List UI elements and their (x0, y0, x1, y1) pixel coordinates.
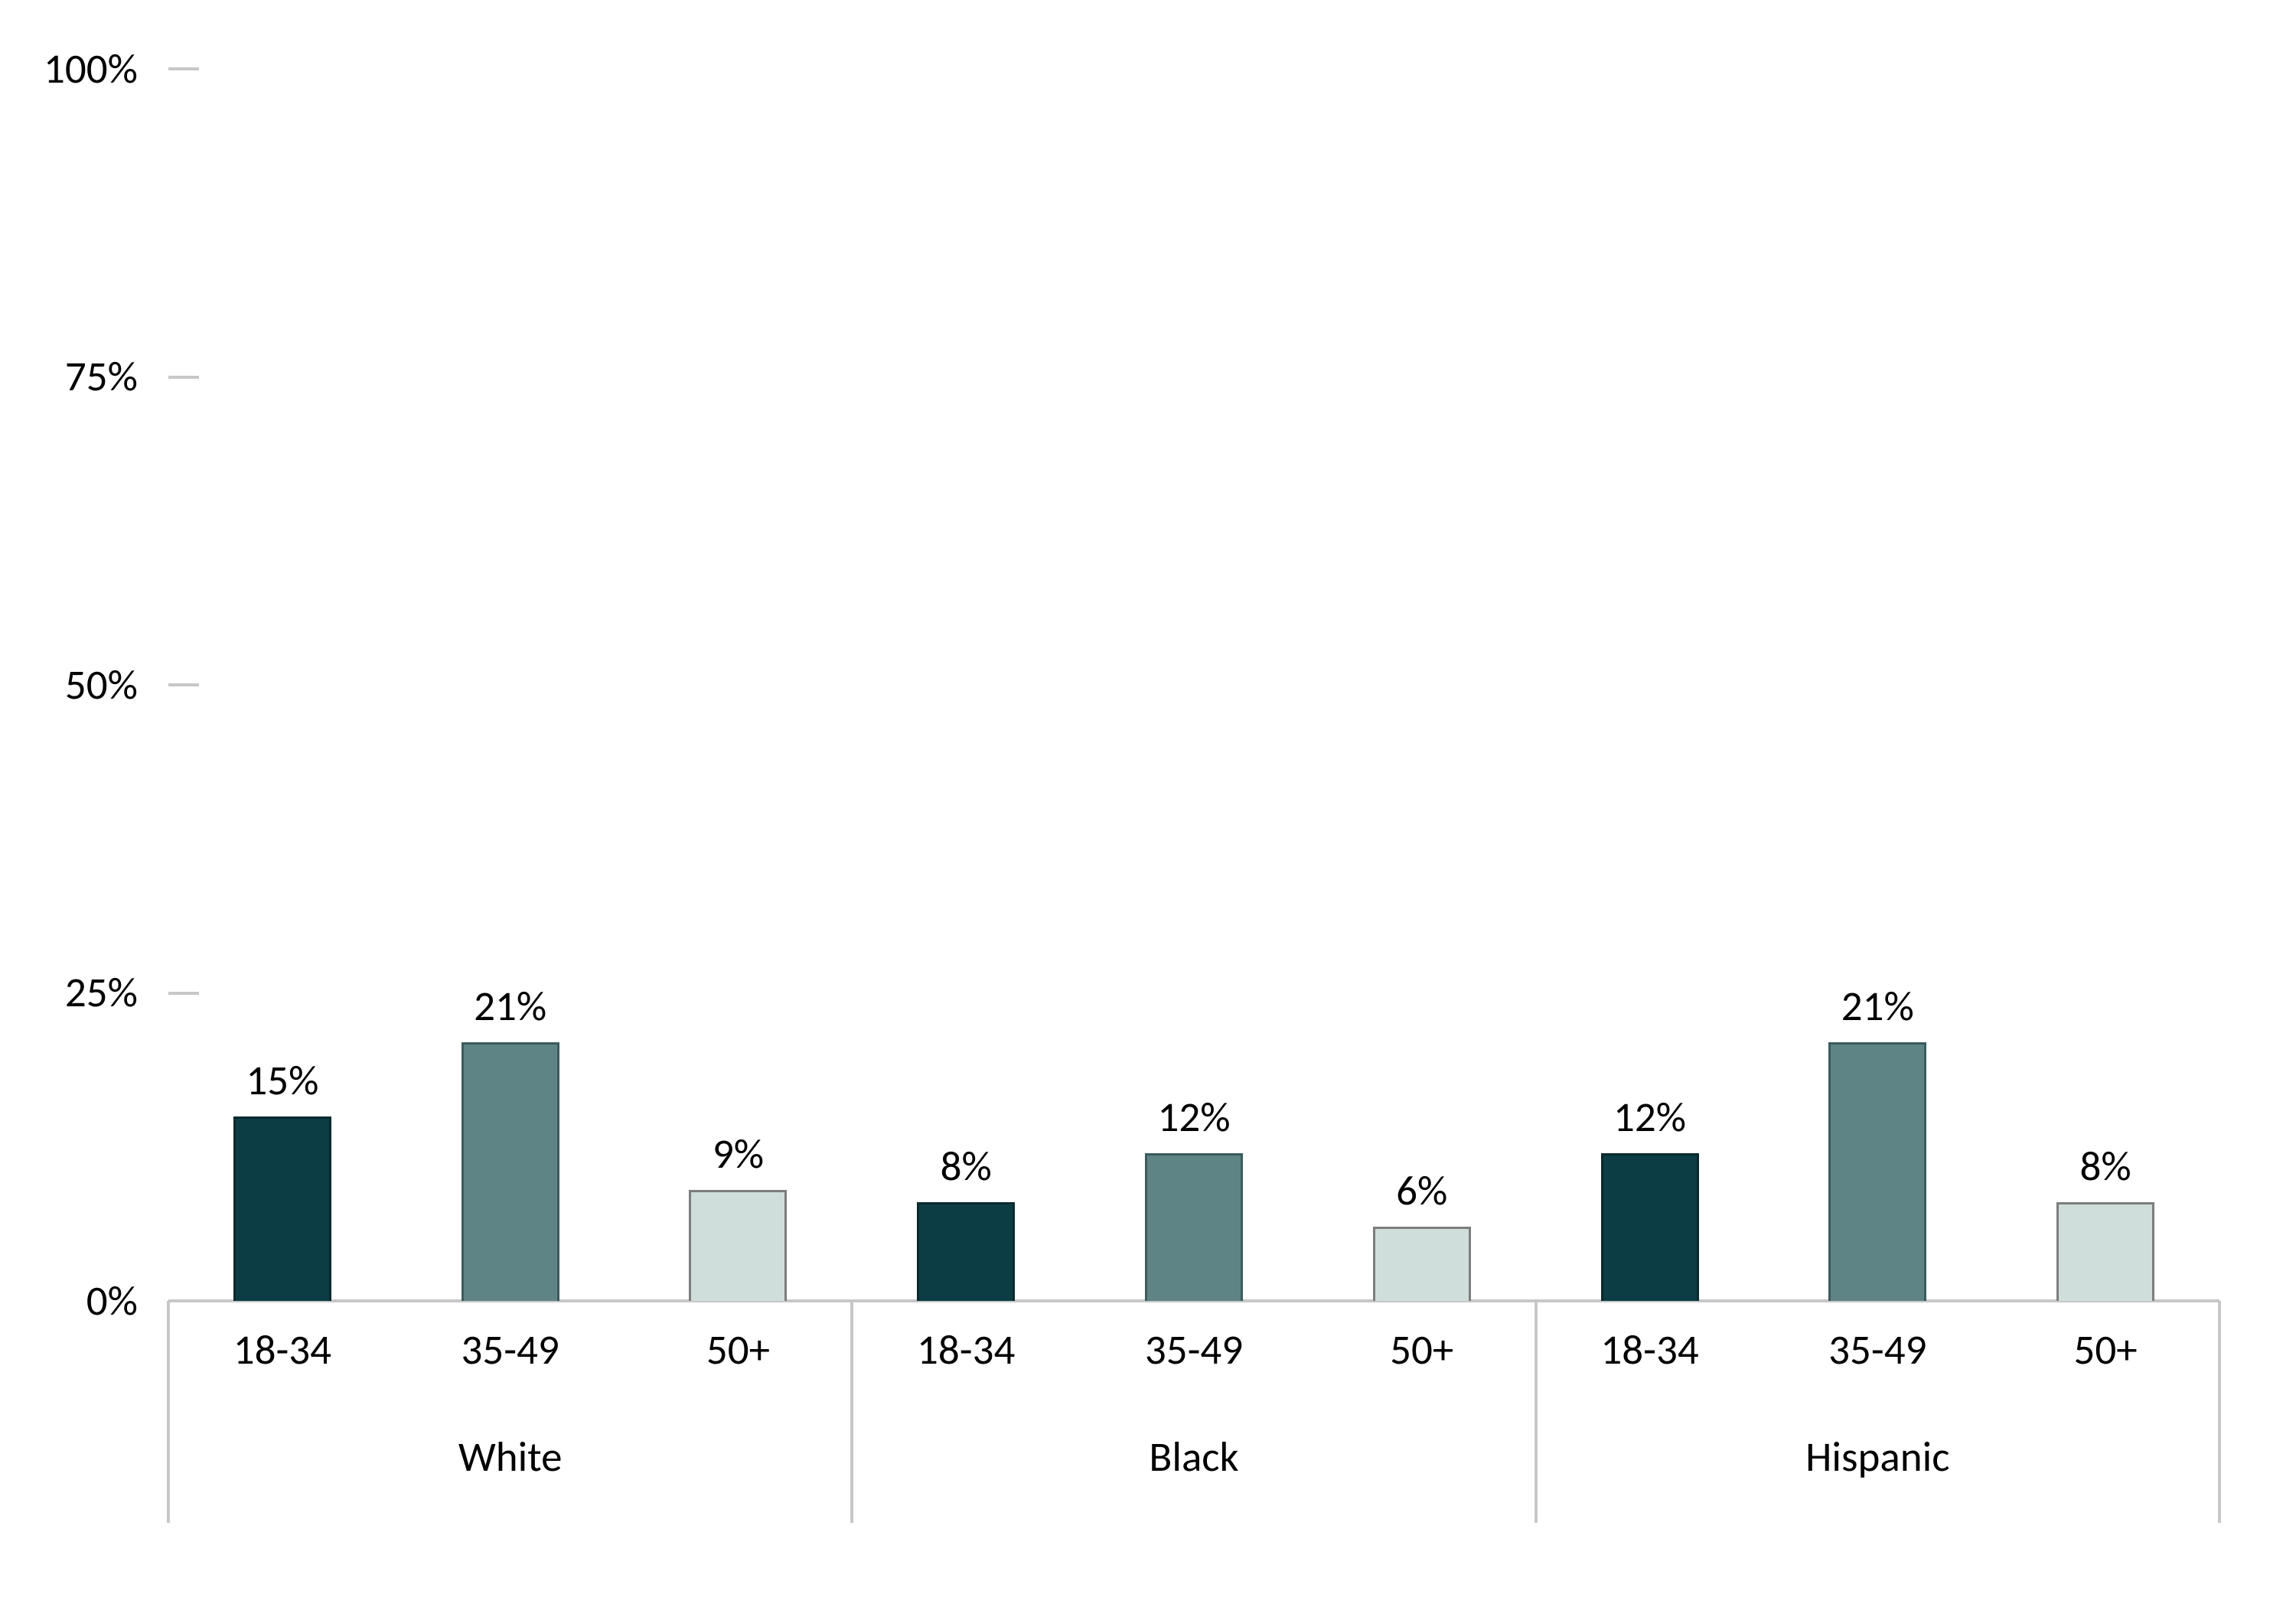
bar (1601, 1153, 1699, 1301)
grouped-bar-chart: 0% 25% 50% 75% 100% 15% 18-34 21% 35-49 9% 50+ Whit… (0, 0, 2296, 1607)
x-sub-label: 50+ (625, 1324, 853, 1375)
x-sub-label: 18-34 (1536, 1324, 1764, 1375)
y-tick-label: 0% (0, 1275, 138, 1326)
data-label: 8% (1991, 1140, 2219, 1191)
bar (2056, 1202, 2154, 1301)
y-tick-label: 50% (0, 659, 138, 710)
bar (689, 1190, 787, 1301)
x-sub-label: 35-49 (1080, 1324, 1308, 1375)
x-group-divider (2218, 1301, 2221, 1523)
x-sub-label: 18-34 (852, 1324, 1080, 1375)
x-group-label: Black (852, 1431, 1535, 1482)
y-tick-label: 25% (0, 966, 138, 1018)
x-sub-label: 35-49 (1763, 1324, 1991, 1375)
y-tick-mark (168, 67, 199, 70)
y-tick-mark (168, 992, 199, 995)
bar (233, 1116, 331, 1302)
y-tick-mark (168, 683, 199, 686)
bar (461, 1042, 559, 1301)
data-label: 8% (852, 1140, 1080, 1191)
data-label: 15% (168, 1054, 396, 1106)
bar (1145, 1153, 1243, 1301)
data-label: 9% (625, 1128, 853, 1179)
x-sub-label: 50+ (1991, 1324, 2219, 1375)
y-tick-label: 100% (0, 43, 138, 94)
y-tick-mark (168, 376, 199, 379)
bar (1373, 1227, 1471, 1301)
x-sub-label: 50+ (1308, 1324, 1536, 1375)
data-label: 21% (396, 980, 625, 1032)
bar (1828, 1042, 1926, 1301)
x-group-label: White (168, 1431, 852, 1482)
x-sub-label: 35-49 (396, 1324, 625, 1375)
bar (917, 1202, 1015, 1301)
data-label: 6% (1308, 1165, 1536, 1216)
x-group-label: Hispanic (1536, 1431, 2219, 1482)
x-group-divider (167, 1301, 170, 1523)
data-label: 12% (1080, 1091, 1308, 1143)
data-label: 12% (1536, 1091, 1764, 1143)
data-label: 21% (1763, 980, 1991, 1032)
y-tick-label: 75% (0, 350, 138, 402)
x-sub-label: 18-34 (168, 1324, 396, 1375)
